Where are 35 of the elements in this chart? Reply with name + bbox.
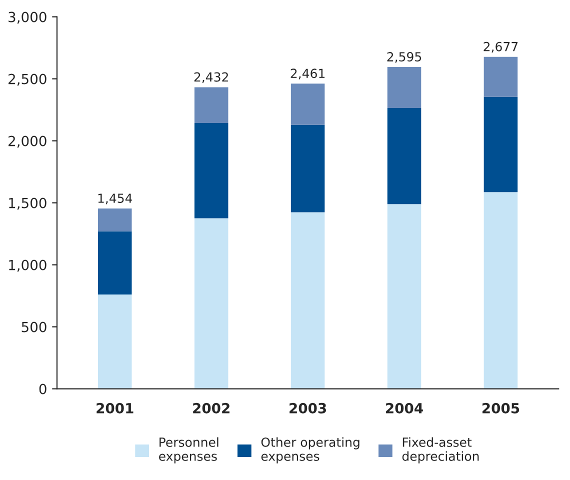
x-tick-label: 2003 <box>290 402 326 414</box>
bar <box>387 204 422 389</box>
legend-label: Fixed-asset depreciation <box>402 437 479 464</box>
y-tick-label: 2,000 <box>8 136 46 148</box>
total-label: 2,432 <box>194 72 228 83</box>
x-tick-label: 2002 <box>193 402 230 414</box>
legend-label: Personnel expenses <box>159 437 218 464</box>
bar <box>484 96 518 192</box>
total-label: 2,461 <box>290 68 325 80</box>
bar <box>194 218 228 389</box>
total-label: 1,454 <box>98 194 132 204</box>
bar <box>290 84 325 125</box>
bar <box>98 294 132 389</box>
bar <box>290 212 325 389</box>
bar <box>387 108 422 204</box>
bar <box>387 67 422 108</box>
x-tick-label: 2001 <box>96 402 134 414</box>
y-tick-label: 1,500 <box>9 198 46 210</box>
bar <box>98 208 132 232</box>
total-label: 2,595 <box>387 52 422 63</box>
legend-label: Other operating expenses <box>261 437 360 464</box>
bar <box>484 56 518 97</box>
bar <box>194 122 228 218</box>
total-label: 2,677 <box>484 42 518 53</box>
y-tick-label: 0 <box>39 384 46 394</box>
bar <box>484 192 518 389</box>
bar <box>194 87 228 123</box>
y-tick-label: 1,000 <box>9 260 46 272</box>
bar <box>98 231 132 295</box>
y-tick-label: 2,500 <box>8 74 46 86</box>
y-tick-label: 3,000 <box>8 12 46 24</box>
y-tick-label: 500 <box>22 322 46 332</box>
x-tick-label: 2004 <box>386 402 423 414</box>
x-tick-label: 2005 <box>482 402 520 414</box>
bar <box>290 124 325 212</box>
